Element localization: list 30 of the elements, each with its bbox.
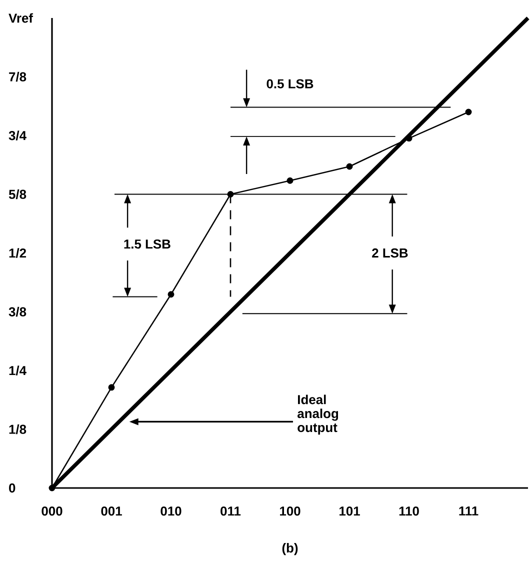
y-tick-label: 3/8 [8,306,26,317]
x-tick-label: 001 [101,506,122,516]
point [168,291,174,298]
annotation: 2 LSB [372,248,408,258]
x-tick-label: 101 [340,506,360,516]
ref-line-label: 0.5 LSB [266,79,314,88]
y-tick-label: 3/4 [8,130,26,140]
point [465,108,472,116]
y-tick-label: 1/2 [9,248,26,258]
y-tick-label: 7/8 [9,72,26,82]
x-tick-label: 011 [220,506,241,516]
annotation: 1.5 LSB [124,239,170,249]
y-tick-label: 1/4 [9,366,26,376]
annotation: Ideal analog output [298,394,338,435]
y-tick-label: 1/8 [9,424,26,434]
y-tick-label: 5/8 [8,189,26,200]
y-tick-label: Vref [8,13,34,23]
point [108,384,115,391]
y-tick-label: 0 [9,483,16,493]
x-tick-label: 010 [160,506,182,516]
text: (b) [282,543,298,556]
x-tick-label: 000 [42,506,62,516]
point [286,177,294,184]
point [48,484,56,492]
point [406,135,412,142]
x-tick-label: 100 [280,506,300,516]
point [227,191,234,198]
point [346,163,353,170]
x-tick-label: 111 [459,506,478,516]
x-tick-label: 110 [399,506,419,516]
